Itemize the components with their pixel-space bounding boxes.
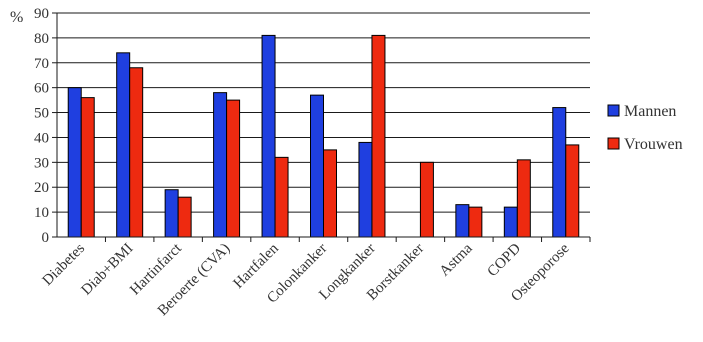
y-tick-label-30: 30 bbox=[34, 155, 49, 171]
bar-vrouwen-5 bbox=[323, 149, 337, 238]
y-axis-unit-label: % bbox=[10, 9, 23, 26]
bar-vrouwen-1 bbox=[129, 67, 144, 238]
category-label-9: COPD bbox=[485, 240, 525, 280]
bar-vrouwen-8 bbox=[468, 206, 483, 238]
category-label-1: Diab+BMI bbox=[79, 241, 137, 299]
legend-label-vrouwen: Vrouwen bbox=[624, 136, 683, 153]
legend-swatch-vrouwen bbox=[607, 137, 620, 150]
y-tick-label-60: 60 bbox=[34, 81, 49, 97]
bars bbox=[67, 34, 580, 238]
y-tick-label-80: 80 bbox=[34, 31, 49, 47]
category-label-0: Diabetes bbox=[40, 240, 89, 289]
y-tick-label-40: 40 bbox=[34, 130, 49, 146]
y-tick-label-50: 50 bbox=[34, 106, 49, 122]
legend-label-mannen: Mannen bbox=[624, 103, 676, 120]
legend: Mannen Vrouwen bbox=[607, 103, 683, 153]
y-tick-label-90: 90 bbox=[34, 6, 49, 22]
bar-vrouwen-7 bbox=[419, 161, 434, 238]
category-label-8: Astma bbox=[437, 240, 476, 279]
bar-mannen-3 bbox=[213, 92, 228, 238]
y-tick-label-0: 0 bbox=[42, 230, 50, 246]
y-tick-label-70: 70 bbox=[34, 56, 49, 72]
legend-swatch-mannen bbox=[607, 104, 620, 117]
bar-mannen-10 bbox=[552, 107, 567, 238]
bar-mannen-6 bbox=[358, 141, 373, 238]
bar-vrouwen-4 bbox=[274, 156, 289, 238]
bar-vrouwen-9 bbox=[516, 159, 531, 238]
y-tick-labels: 0 10 20 30 40 50 60 70 80 90 bbox=[34, 6, 49, 246]
bar-mannen-2 bbox=[164, 189, 179, 238]
y-tick-label-10: 10 bbox=[34, 205, 49, 221]
bar-mannen-8 bbox=[455, 204, 470, 238]
bar-vrouwen-6 bbox=[371, 34, 386, 238]
y-tick-label-20: 20 bbox=[34, 180, 49, 196]
bar-mannen-4 bbox=[261, 34, 276, 238]
axes bbox=[56, 13, 591, 242]
bar-vrouwen-2 bbox=[177, 196, 192, 238]
bar-mannen-5 bbox=[310, 94, 324, 238]
bar-mannen-1 bbox=[116, 52, 131, 238]
bar-mannen-9 bbox=[503, 206, 518, 238]
bar-vrouwen-10 bbox=[565, 144, 580, 238]
bar-vrouwen-0 bbox=[80, 97, 95, 238]
bar-mannen-0 bbox=[67, 87, 82, 238]
bar-vrouwen-3 bbox=[226, 99, 241, 238]
